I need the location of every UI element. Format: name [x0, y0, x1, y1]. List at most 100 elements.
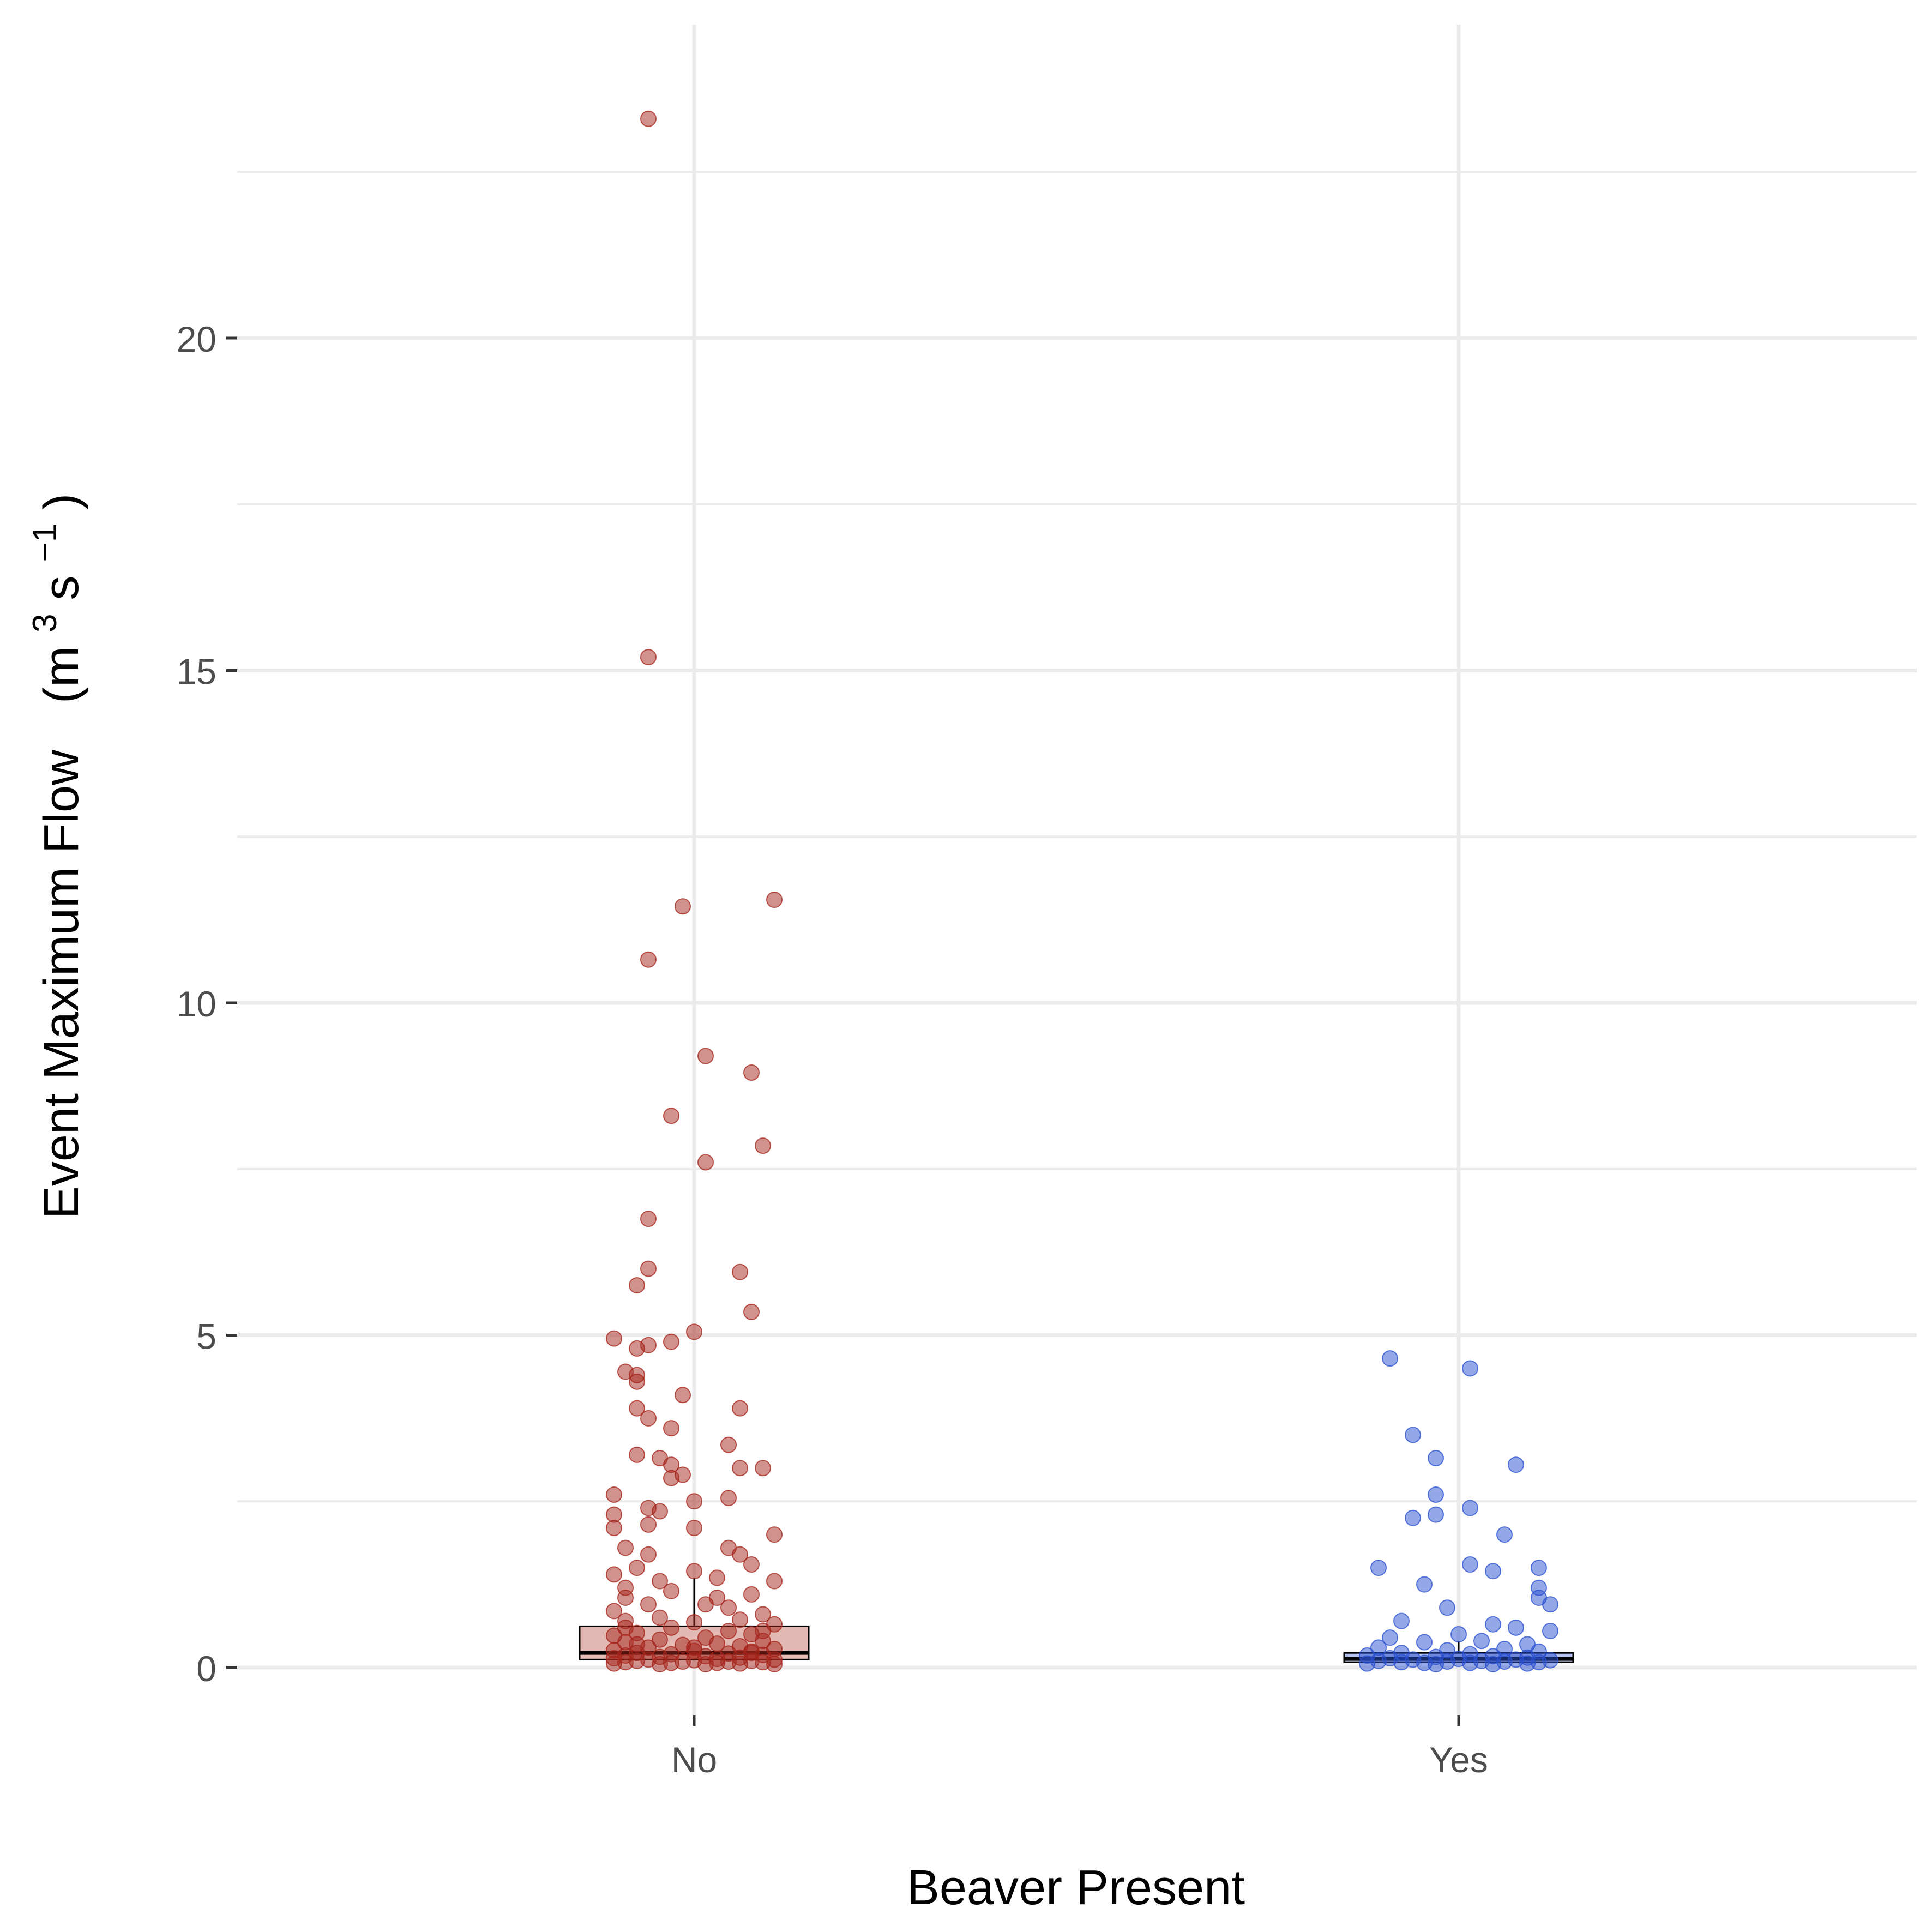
point-yes [1508, 1456, 1524, 1473]
point-yes [1416, 1634, 1433, 1651]
axes: 0 5 10 15 20 No Yes [177, 319, 1488, 1780]
point-no [617, 1619, 634, 1636]
y-axis-unit-open: (m [34, 646, 89, 703]
point-yes [1428, 1450, 1444, 1467]
point-no [766, 1573, 783, 1590]
point-no [697, 1154, 714, 1171]
point-yes [1462, 1360, 1478, 1377]
point-no [652, 1609, 668, 1626]
point-no [697, 1596, 714, 1613]
point-no [663, 1420, 679, 1437]
point-no [629, 1367, 645, 1383]
point-no [686, 1520, 702, 1537]
point-no [755, 1606, 771, 1623]
point-no [640, 110, 657, 127]
point-no [732, 1400, 748, 1417]
point-yes [1508, 1619, 1524, 1636]
point-yes [1393, 1654, 1410, 1671]
point-yes [1359, 1655, 1375, 1672]
point-no [663, 1619, 679, 1636]
point-no [732, 1546, 748, 1563]
point-no [755, 1622, 771, 1639]
point-no [629, 1560, 645, 1576]
point-no [629, 1446, 645, 1463]
x-tick-label: No [671, 1740, 717, 1780]
point-no [766, 1656, 783, 1672]
point-no [675, 898, 691, 915]
y-tick-label: 20 [177, 319, 216, 359]
point-no [686, 1563, 702, 1580]
point-no [675, 1387, 691, 1404]
point-no [686, 1639, 702, 1656]
point-no [755, 1137, 771, 1154]
point-no [617, 1590, 634, 1606]
point-no [663, 1108, 679, 1124]
point-no [743, 1303, 760, 1320]
point-no [640, 951, 657, 968]
point-no [686, 1323, 702, 1340]
point-yes [1485, 1563, 1501, 1580]
point-yes [1439, 1599, 1455, 1616]
point-no [743, 1586, 760, 1603]
point-no [720, 1436, 737, 1453]
point-no [686, 1614, 702, 1631]
gridlines [237, 25, 1917, 1715]
point-no [709, 1569, 725, 1586]
point-no [640, 1260, 657, 1277]
point-yes [1405, 1509, 1421, 1526]
point-yes [1450, 1626, 1467, 1643]
point-yes [1519, 1655, 1536, 1672]
point-no [640, 1516, 657, 1533]
point-yes [1462, 1654, 1478, 1671]
point-yes [1428, 1506, 1444, 1523]
point-yes [1496, 1526, 1513, 1543]
point-no [663, 1333, 679, 1350]
point-no [686, 1493, 702, 1510]
point-no [652, 1573, 668, 1590]
point-no [606, 1655, 622, 1672]
point-no [652, 1503, 668, 1520]
x-tick-label: Yes [1429, 1740, 1488, 1780]
y-axis-unit-exp2: −1 [26, 523, 64, 562]
point-no [640, 1211, 657, 1227]
point-no [640, 649, 657, 666]
point-yes [1542, 1596, 1558, 1613]
point-yes [1428, 1486, 1444, 1503]
point-no [640, 1337, 657, 1353]
point-no [606, 1566, 622, 1583]
point-yes [1473, 1633, 1490, 1650]
y-axis-title: Event Maximum Flow (m 3 s −1 ) [13, 493, 89, 1219]
point-no [720, 1490, 737, 1507]
point-no [663, 1470, 679, 1486]
point-no [629, 1636, 645, 1653]
point-no [732, 1611, 748, 1628]
point-yes [1405, 1427, 1421, 1443]
point-no [720, 1599, 737, 1616]
point-no [617, 1539, 634, 1556]
point-yes [1462, 1500, 1478, 1516]
point-no [652, 1631, 668, 1648]
point-yes [1485, 1656, 1501, 1672]
point-no [629, 1277, 645, 1294]
data-points [606, 110, 1558, 1672]
y-axis-unit-close: ) [34, 493, 89, 510]
point-yes [1428, 1656, 1444, 1672]
point-yes [1393, 1612, 1410, 1629]
point-yes [1462, 1556, 1478, 1573]
point-no [640, 1410, 657, 1427]
point-yes [1542, 1622, 1558, 1639]
point-no [652, 1656, 668, 1672]
y-tick-label: 10 [177, 984, 216, 1024]
point-no [743, 1556, 760, 1573]
point-no [743, 1064, 760, 1081]
point-yes [1382, 1350, 1398, 1367]
point-no [606, 1330, 622, 1347]
point-no [606, 1603, 622, 1620]
point-no [606, 1520, 622, 1537]
point-no [640, 1596, 657, 1613]
point-no [720, 1622, 737, 1639]
point-no [606, 1486, 622, 1503]
point-no [766, 892, 783, 908]
y-tick-label: 0 [196, 1648, 216, 1689]
